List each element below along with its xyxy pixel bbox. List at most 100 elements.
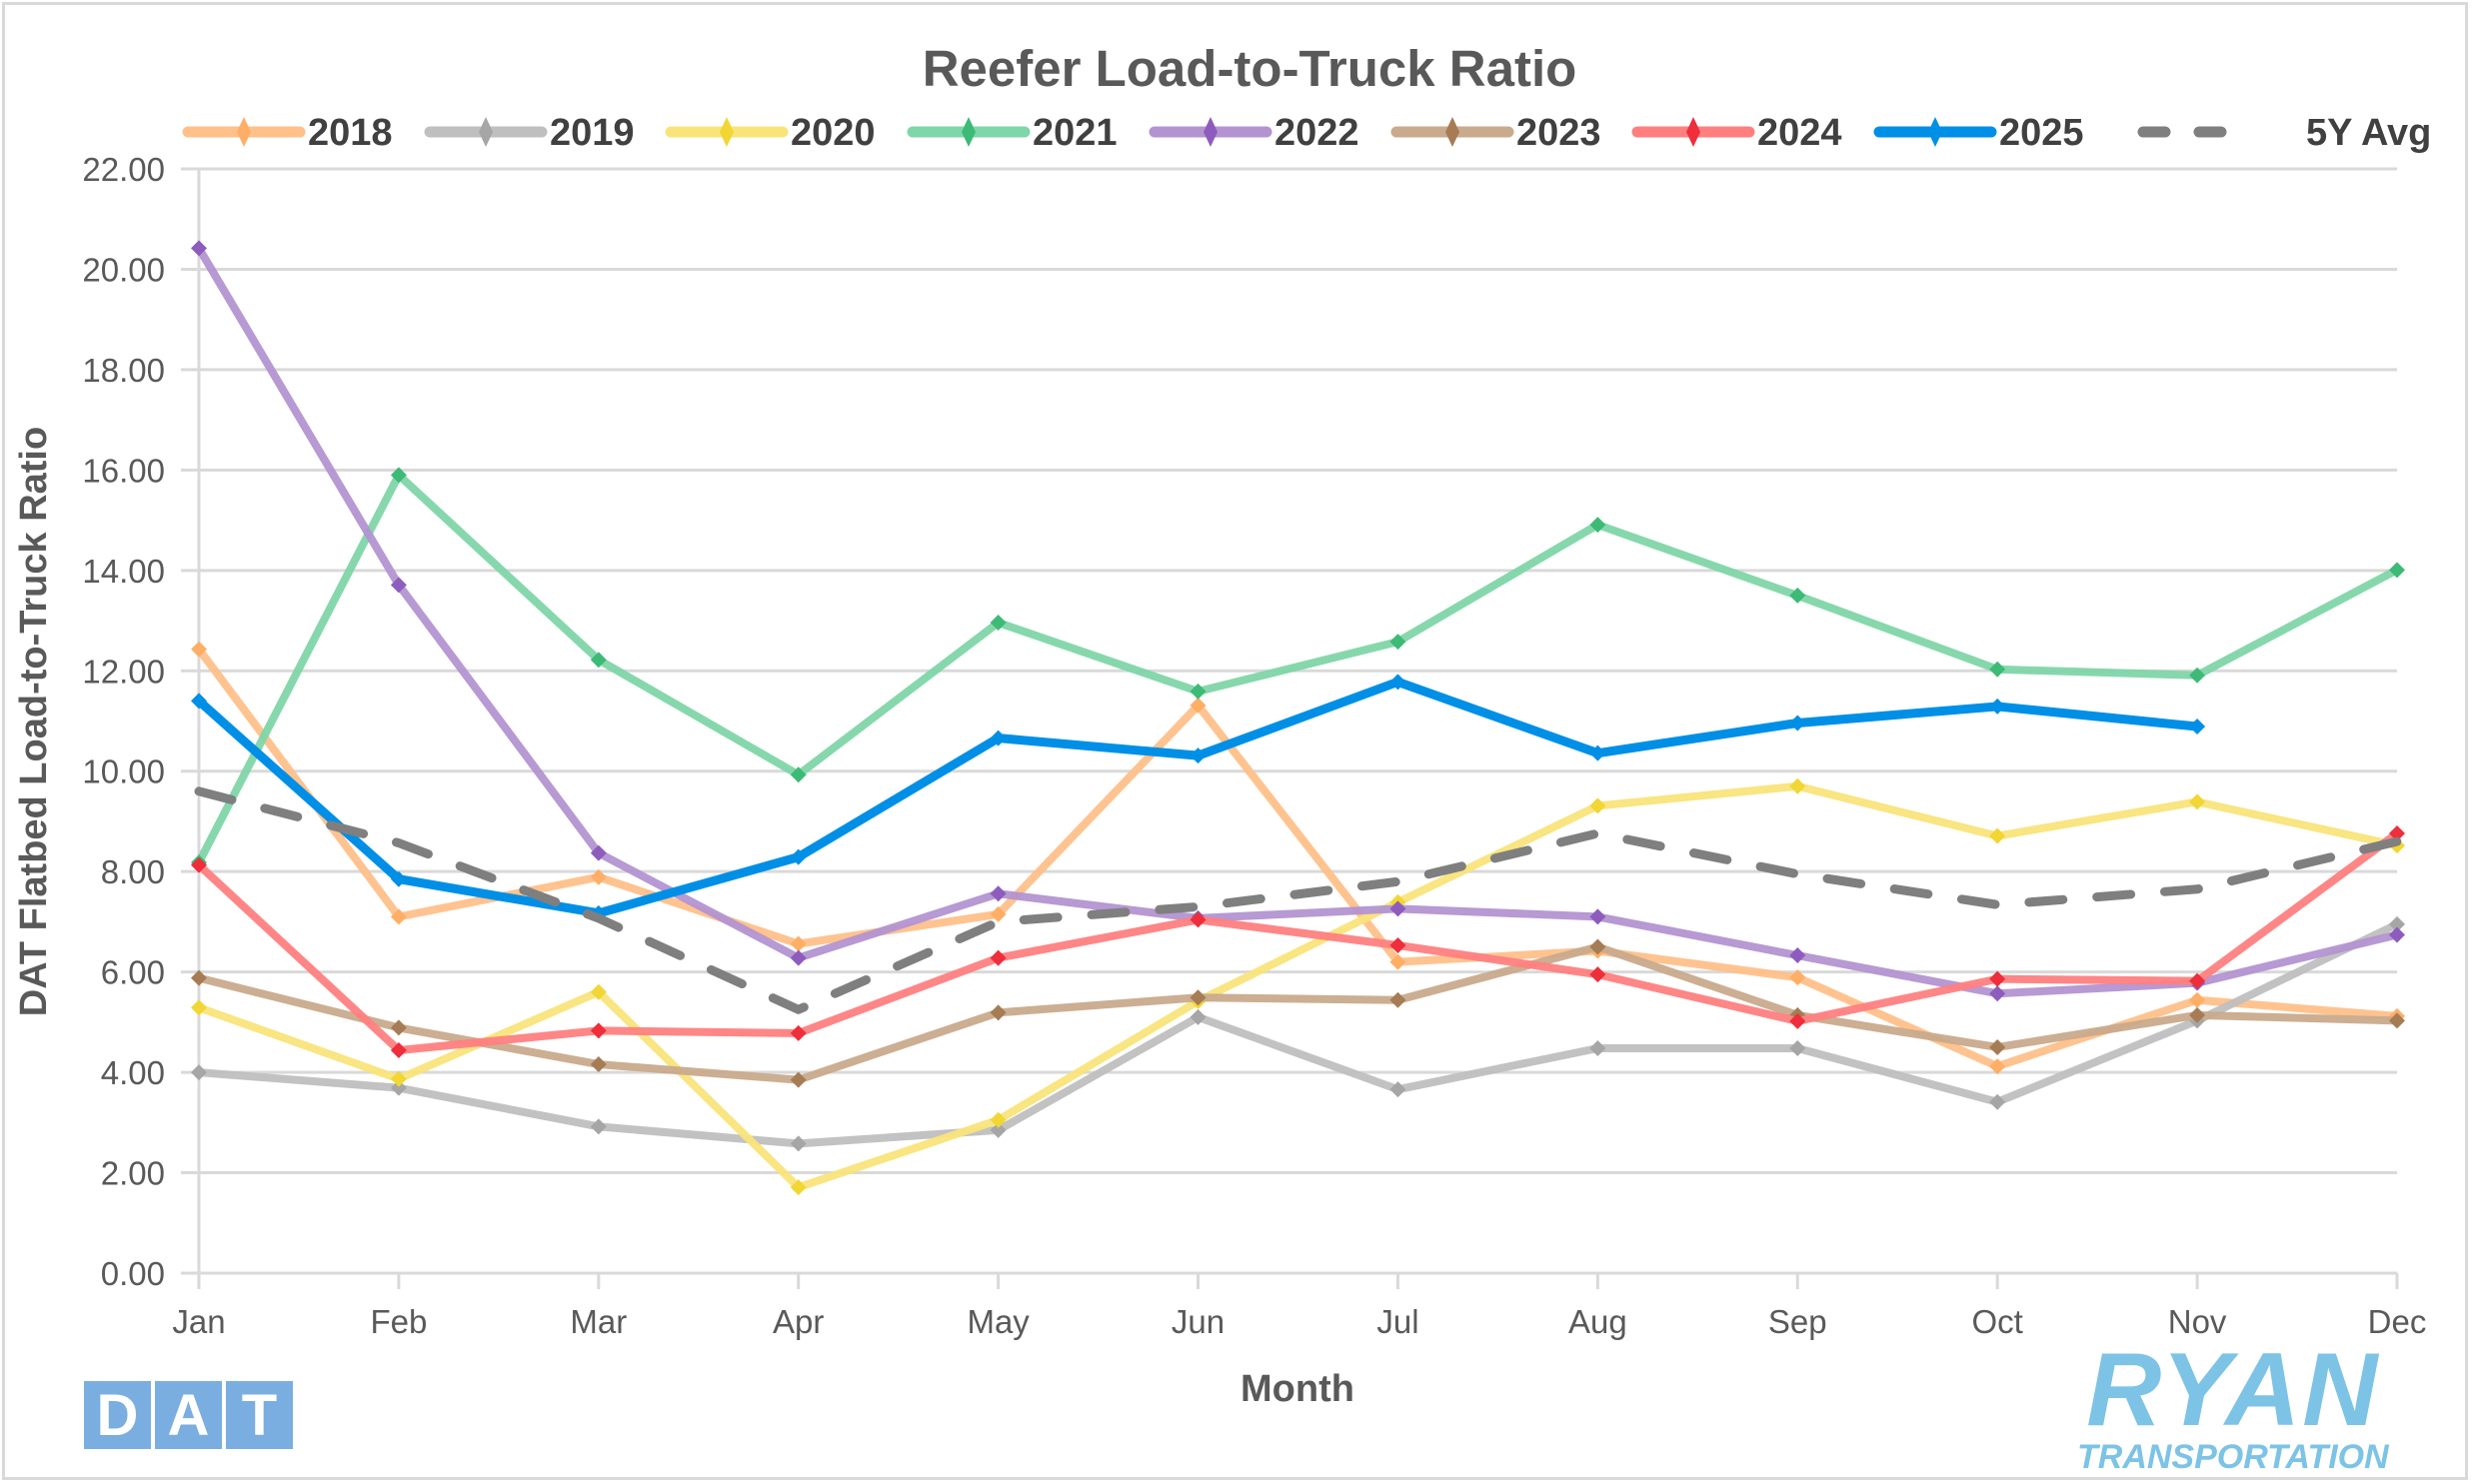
data-point [1589, 744, 1606, 761]
data-point [1389, 1081, 1406, 1098]
data-point [2189, 972, 2206, 989]
data-point [390, 1041, 407, 1058]
data-point [790, 935, 807, 952]
legend-label: 2019 [550, 112, 635, 154]
data-point [390, 908, 407, 925]
legend-item: 5Y Avg [2137, 112, 2431, 154]
data-point [2389, 915, 2405, 932]
data-point [1989, 827, 2006, 844]
x-axis-title: Month [1240, 1368, 1354, 1410]
data-point [790, 1135, 807, 1152]
data-point [1989, 1038, 2006, 1055]
y-tick-label: 14.00 [82, 553, 165, 590]
data-point [1789, 715, 1806, 732]
x-tick-label: Jun [1172, 1303, 1225, 1340]
ryan-logo-main: RYAN [2086, 1332, 2380, 1448]
data-point [1389, 953, 1406, 970]
legend-label: 2024 [1757, 112, 1842, 154]
data-point [1589, 1039, 1606, 1056]
legend-marker [720, 117, 734, 147]
data-point [990, 1121, 1007, 1138]
ryan-transportation-logo: RYAN TRANSPORTATION [2077, 1332, 2389, 1476]
data-point [191, 856, 207, 873]
legend-label: 5Y Avg [2306, 112, 2431, 154]
data-point [1589, 517, 1606, 534]
data-point [590, 652, 607, 669]
data-point [790, 1071, 807, 1088]
data-point [990, 1111, 1007, 1128]
data-point [990, 615, 1007, 632]
legend-item: 2024 [1631, 112, 1842, 154]
data-point [1789, 947, 1806, 964]
legend-item: 2023 [1390, 112, 1601, 154]
data-point [590, 1022, 607, 1039]
series-lines [191, 240, 2405, 1196]
series-line [194, 786, 2402, 1014]
x-tick-label: Jan [172, 1303, 225, 1340]
data-point [390, 467, 407, 484]
series-2019 [191, 915, 2405, 1152]
series-line [195, 244, 2401, 998]
dat-logo-letter: A [155, 1381, 222, 1449]
legend-item: 2019 [424, 112, 635, 154]
legend-marker [1686, 117, 1700, 147]
series-line [195, 645, 2401, 1071]
data-point [1589, 966, 1606, 983]
legend-label: 2022 [1274, 112, 1359, 154]
data-point [191, 641, 207, 658]
data-point [590, 1118, 607, 1135]
legend-label: 2020 [791, 112, 876, 154]
data-point [1589, 797, 1606, 814]
dat-logo: D A T [84, 1381, 293, 1449]
data-point [990, 949, 1007, 966]
x-tick-label: Jul [1376, 1303, 1418, 1340]
data-point [191, 240, 207, 257]
data-point [1989, 661, 2006, 678]
data-point [1989, 1058, 2006, 1075]
x-tick-label: Dec [2368, 1303, 2427, 1340]
x-tick-label: Aug [1568, 1303, 1627, 1340]
data-point [1989, 970, 2006, 987]
series-2021 [191, 467, 2405, 871]
legend-marker [1204, 117, 1218, 147]
data-point [1190, 683, 1207, 700]
data-point [2389, 926, 2405, 943]
data-point [2189, 719, 2206, 736]
data-point [390, 1070, 407, 1087]
x-tick-label: May [967, 1303, 1030, 1340]
data-point [790, 766, 807, 783]
data-point [2389, 825, 2405, 842]
data-point [2389, 562, 2405, 579]
y-tick-label: 2.00 [101, 1155, 165, 1192]
series-5y-avg [194, 786, 2402, 1014]
data-point [2189, 793, 2206, 810]
series-2018 [191, 641, 2405, 1075]
series-line [195, 829, 2401, 1054]
data-point [1190, 697, 1207, 714]
data-point [2189, 667, 2206, 684]
data-point [1989, 698, 2006, 715]
y-tick-label: 12.00 [82, 653, 165, 690]
data-point [590, 1056, 607, 1073]
data-point [990, 905, 1007, 922]
legend-label: 2018 [308, 112, 393, 154]
gridlines [181, 167, 2397, 1289]
series-line [195, 919, 2401, 1148]
y-tick-label: 18.00 [82, 352, 165, 389]
data-point [191, 693, 207, 710]
ryan-logo-sub: TRANSPORTATION [2077, 1438, 2389, 1476]
y-tick-label: 0.00 [101, 1255, 165, 1292]
data-point [2189, 1006, 2206, 1023]
data-point [191, 999, 207, 1016]
data-point [590, 983, 607, 1000]
legend-item: 2021 [907, 112, 1118, 154]
data-point [390, 870, 407, 887]
data-point [390, 1019, 407, 1036]
data-point [390, 1079, 407, 1096]
legend-label: 2023 [1516, 112, 1601, 154]
y-tick-label: 20.00 [82, 251, 165, 288]
data-point [1589, 938, 1606, 955]
data-point [790, 848, 807, 865]
legend-item: 2020 [665, 112, 876, 154]
